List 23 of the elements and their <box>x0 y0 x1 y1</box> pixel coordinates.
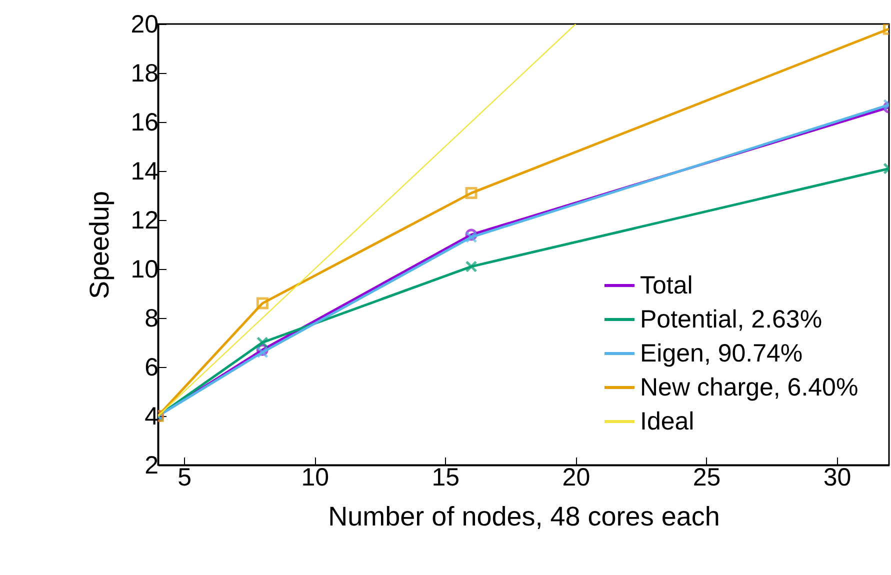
y-tick-label: 20 <box>130 10 158 38</box>
y-tick-label: 10 <box>130 256 158 284</box>
legend-label: Ideal <box>640 408 694 436</box>
x-tick-label: 5 <box>178 464 192 492</box>
legend-label: Potential, 2.63% <box>640 306 822 334</box>
y-tick-label: 16 <box>130 108 158 136</box>
y-tick-label: 4 <box>144 402 159 430</box>
y-tick-label: 6 <box>144 354 158 382</box>
legend-label: Total <box>640 272 693 300</box>
y-tick-label: 2 <box>144 452 158 480</box>
x-tick-label: 15 <box>432 464 460 492</box>
x-tick-label: 30 <box>823 464 852 492</box>
y-tick-label: 8 <box>144 304 158 332</box>
x-tick-label: 20 <box>562 464 590 492</box>
x-tick-label: 10 <box>301 464 330 492</box>
x-axis-title: Number of nodes, 48 cores each <box>328 502 720 532</box>
legend-label: Eigen, 90.74% <box>640 340 803 368</box>
y-tick-label: 12 <box>130 206 158 234</box>
x-tick-label: 25 <box>692 464 721 492</box>
y-tick-label: 14 <box>130 158 159 186</box>
y-tick-label: 18 <box>130 60 158 88</box>
legend-label: New charge, 6.40% <box>640 374 858 402</box>
y-axis-title: Speedup <box>84 190 115 300</box>
